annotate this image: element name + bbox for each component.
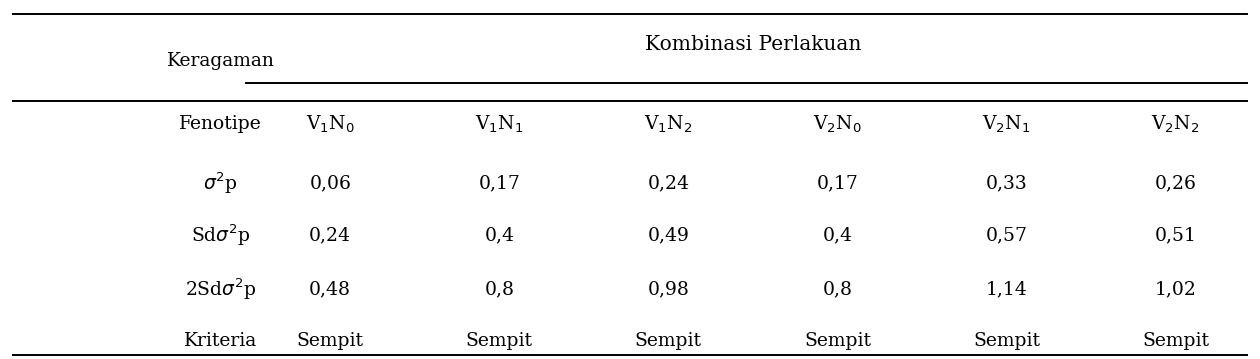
Text: Sempit: Sempit	[635, 332, 702, 350]
Text: Sempit: Sempit	[466, 332, 533, 350]
Text: 1,02: 1,02	[1154, 280, 1197, 298]
Text: Kombinasi Perlakuan: Kombinasi Perlakuan	[645, 36, 861, 54]
Text: 0,17: 0,17	[816, 174, 858, 192]
Text: 0,33: 0,33	[985, 174, 1027, 192]
Text: Sd$\sigma^2$p: Sd$\sigma^2$p	[190, 222, 251, 248]
Text: 0,57: 0,57	[985, 226, 1027, 244]
Text: V$_1$N$_1$: V$_1$N$_1$	[475, 113, 524, 135]
Text: 0,06: 0,06	[309, 174, 352, 192]
Text: $\sigma^2$p: $\sigma^2$p	[203, 170, 238, 196]
Text: V$_2$N$_1$: V$_2$N$_1$	[982, 113, 1031, 135]
Text: Sempit: Sempit	[296, 332, 364, 350]
Text: 1,14: 1,14	[985, 280, 1027, 298]
Text: Kriteria: Kriteria	[184, 332, 257, 350]
Text: 0,4: 0,4	[484, 226, 514, 244]
Text: 0,4: 0,4	[823, 226, 852, 244]
Text: 0,24: 0,24	[648, 174, 689, 192]
Text: 0,24: 0,24	[309, 226, 352, 244]
Text: 0,51: 0,51	[1154, 226, 1197, 244]
Text: 0,98: 0,98	[648, 280, 689, 298]
Text: V$_1$N$_0$: V$_1$N$_0$	[306, 113, 354, 135]
Text: 2Sd$\sigma^2$p: 2Sd$\sigma^2$p	[185, 276, 256, 302]
Text: 0,8: 0,8	[823, 280, 852, 298]
Text: 0,17: 0,17	[479, 174, 520, 192]
Text: Sempit: Sempit	[1142, 332, 1210, 350]
Text: Fenotipe: Fenotipe	[179, 115, 262, 133]
Text: 0,26: 0,26	[1154, 174, 1197, 192]
Text: Sempit: Sempit	[804, 332, 871, 350]
Text: Sempit: Sempit	[973, 332, 1040, 350]
Text: Keragaman: Keragaman	[166, 52, 275, 70]
Text: 0,49: 0,49	[648, 226, 689, 244]
Text: V$_2$N$_0$: V$_2$N$_0$	[813, 113, 862, 135]
Text: V$_2$N$_2$: V$_2$N$_2$	[1152, 113, 1200, 135]
Text: 0,8: 0,8	[484, 280, 514, 298]
Text: V$_1$N$_2$: V$_1$N$_2$	[644, 113, 693, 135]
Text: 0,48: 0,48	[309, 280, 352, 298]
